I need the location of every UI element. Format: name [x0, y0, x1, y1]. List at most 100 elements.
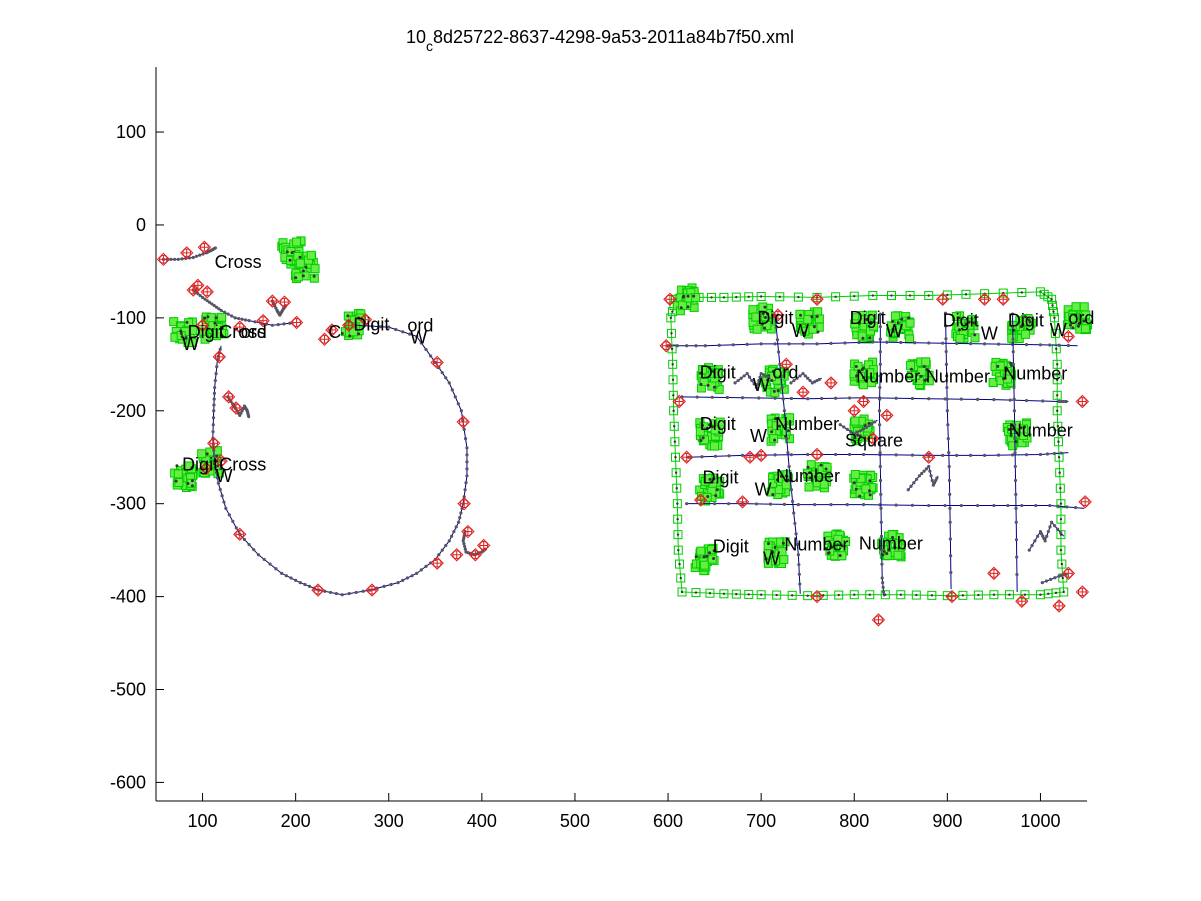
frame-point — [671, 363, 674, 366]
frame-point — [708, 591, 712, 595]
cluster-point — [967, 320, 971, 324]
shape-label-subscript: W — [755, 480, 772, 500]
cluster-box-marker — [691, 293, 701, 303]
ink-point — [462, 495, 466, 499]
ink-point — [944, 362, 949, 366]
frame-point — [977, 593, 980, 597]
green-cluster — [906, 357, 934, 391]
frame-box-marker — [672, 499, 682, 509]
cluster-point — [786, 429, 790, 433]
ink-point — [456, 520, 461, 524]
ink-point — [1059, 399, 1063, 404]
frame-box-marker — [1055, 483, 1065, 493]
ink-point — [340, 593, 344, 597]
ink-point — [361, 589, 365, 593]
ink-point — [465, 460, 469, 464]
ink-point — [740, 453, 745, 457]
cluster-point — [184, 336, 188, 340]
ink-point — [1052, 451, 1057, 456]
frame-point — [722, 296, 726, 299]
shape-label: ord — [1068, 308, 1094, 328]
ink-point — [1045, 452, 1050, 456]
frame-point — [676, 517, 679, 521]
ink-point — [878, 437, 882, 441]
frame-box-marker — [1048, 300, 1058, 310]
ink-point — [401, 578, 405, 582]
ink-point — [452, 529, 456, 534]
frame-point — [1060, 562, 1064, 566]
ink-point — [813, 503, 817, 507]
frame-box-marker — [1052, 406, 1062, 416]
ink-point — [191, 255, 195, 260]
frame-point — [1054, 332, 1057, 335]
cluster-point — [893, 545, 897, 549]
ink-point — [906, 488, 910, 492]
cluster-box-marker — [758, 302, 768, 312]
ink-point — [370, 324, 375, 328]
cluster-point — [856, 433, 860, 437]
cluster-box-marker — [995, 361, 1005, 371]
green-cluster — [690, 543, 719, 576]
red-marker — [663, 292, 677, 306]
cluster-point — [773, 438, 777, 442]
ink-point — [754, 502, 759, 506]
frame-point — [1056, 378, 1059, 382]
ink-point — [790, 499, 795, 503]
cluster-point — [186, 482, 190, 486]
frame-box-marker — [989, 590, 999, 600]
cluster-point — [869, 321, 873, 325]
ink-point — [211, 423, 215, 427]
red-marker — [771, 308, 785, 322]
ink-point — [444, 376, 448, 380]
cluster-point — [715, 488, 719, 492]
ink-point — [745, 342, 749, 346]
ink-point — [1048, 343, 1052, 347]
red-marker — [342, 318, 356, 333]
y-tick-label: 100 — [116, 122, 146, 142]
cluster-point — [706, 494, 710, 498]
cluster-box-marker — [187, 338, 197, 348]
cluster-point — [298, 255, 302, 259]
red-marker — [430, 355, 444, 370]
ink-point — [976, 397, 980, 401]
cluster-point — [706, 383, 710, 387]
ink-point — [773, 396, 777, 400]
frame-point — [670, 347, 674, 351]
frame-point — [775, 593, 778, 597]
ink-point — [801, 342, 805, 346]
green-cluster — [170, 461, 198, 493]
ink-point — [213, 246, 217, 250]
ink-point — [739, 376, 743, 380]
ink-point — [1038, 452, 1043, 457]
cluster-point — [770, 549, 774, 553]
ink-point — [946, 437, 950, 441]
cluster-point — [802, 331, 806, 335]
frame-point — [964, 293, 968, 296]
frame-point — [1008, 593, 1011, 596]
shape-label: Number — [926, 366, 990, 386]
ink-point — [1043, 539, 1047, 543]
cluster-point — [1076, 324, 1080, 328]
cluster-point — [705, 426, 709, 430]
frame-point — [1058, 471, 1061, 474]
ink-point — [976, 503, 980, 508]
ink-point — [1040, 581, 1044, 585]
ink-point — [842, 425, 846, 429]
ink-point — [924, 467, 929, 471]
cluster-box-marker — [696, 546, 706, 556]
cluster-box-marker — [306, 250, 316, 260]
ink-point — [222, 500, 226, 504]
cluster-point — [1021, 322, 1025, 326]
ink-point — [913, 341, 917, 345]
cluster-box-marker — [905, 318, 915, 328]
cluster-point — [865, 318, 869, 322]
ink-point — [878, 312, 882, 316]
cluster-point — [174, 479, 178, 483]
cluster-point — [900, 317, 904, 321]
frame-point — [946, 293, 949, 297]
ink-point — [213, 385, 217, 390]
cluster-box-marker — [869, 321, 879, 331]
ink-point — [700, 455, 704, 459]
frame-point — [837, 593, 840, 597]
